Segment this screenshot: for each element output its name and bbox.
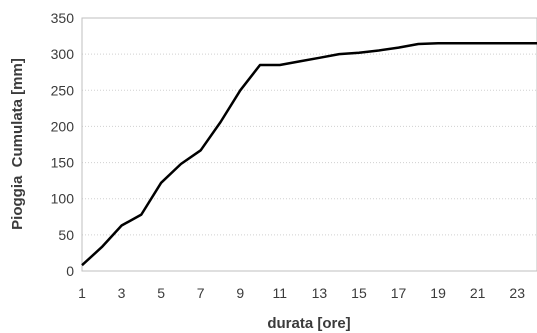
y-tick-label: 0	[66, 263, 74, 279]
y-tick-label: 300	[51, 46, 75, 62]
plot-frame	[81, 17, 537, 272]
y-tick-label: 100	[51, 191, 75, 207]
x-tick-label: 23	[509, 285, 525, 301]
x-tick-label: 19	[430, 285, 446, 301]
grid-lines	[82, 53, 537, 236]
y-tick-label: 250	[51, 82, 75, 98]
y-tick-label: 200	[51, 118, 75, 134]
y-tick-label: 350	[51, 10, 75, 26]
y-tick-label: 150	[51, 155, 75, 171]
series-line	[81, 42, 537, 267]
x-tick-label: 13	[312, 285, 328, 301]
x-tick-label: 17	[391, 285, 407, 301]
x-axis-title: durata [ore]	[267, 315, 350, 332]
x-tick-label: 11	[273, 285, 288, 301]
x-tick-label: 9	[236, 285, 244, 301]
x-tick-label: 5	[157, 285, 165, 301]
x-tick-label: 21	[470, 285, 486, 301]
x-tick-label: 7	[197, 285, 205, 301]
x-tick-label: 1	[78, 285, 86, 301]
y-tick-labels: 0 50 100 150 200 250 300 350	[51, 10, 75, 279]
series-layer	[81, 42, 537, 267]
x-tick-label: 15	[351, 285, 367, 301]
y-axis-title: Pioggia Cumulata [mm]	[9, 58, 26, 230]
x-tick-label: 3	[118, 285, 126, 301]
x-tick-labels: 1 3 5 7 9 11 13 15 17 19 21 23	[78, 285, 525, 301]
y-tick-label: 50	[58, 227, 74, 243]
